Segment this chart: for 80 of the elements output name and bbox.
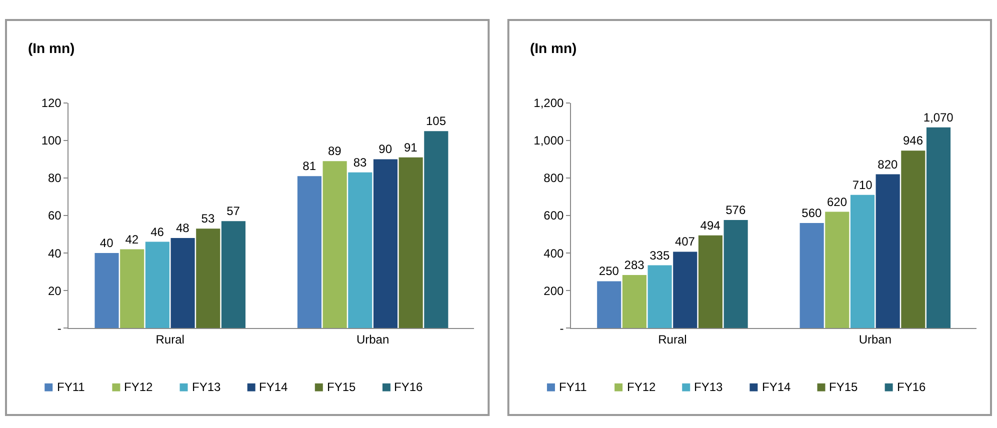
bar (373, 159, 398, 328)
legend-label: FY16 (897, 380, 926, 394)
chart-title: (In mn) (530, 40, 577, 56)
data-label: 576 (726, 203, 746, 218)
bar (221, 221, 246, 328)
legend-label: FY14 (259, 380, 288, 394)
data-label: 42 (125, 232, 139, 246)
data-label: 407 (674, 234, 696, 249)
data-label: 48 (176, 221, 190, 236)
y-tick-label: 1,000 (534, 134, 564, 148)
data-label: 57 (226, 204, 240, 218)
bar (648, 265, 672, 328)
bar (94, 253, 119, 328)
data-label: 620 (826, 194, 848, 209)
bar (424, 131, 448, 328)
data-label: 946 (902, 134, 924, 148)
legend-label: FY12 (124, 380, 154, 394)
bar (145, 242, 170, 328)
data-label: 89 (328, 144, 342, 158)
data-label: 83 (353, 155, 367, 170)
data-label: 820 (878, 157, 898, 172)
bar (398, 157, 423, 328)
legend-label: FY16 (394, 380, 424, 394)
legend-label: FY15 (829, 380, 858, 394)
y-tick-label: 20 (48, 284, 62, 298)
data-label: 40 (100, 236, 114, 250)
data-label: 283 (624, 258, 645, 272)
x-tick-label: Urban (356, 332, 390, 346)
y-tick-label: 100 (41, 134, 62, 148)
data-label: 53 (201, 212, 215, 226)
bar (322, 161, 347, 328)
y-tick-label: 120 (41, 96, 62, 110)
bar (800, 223, 824, 328)
legend-label: FY11 (559, 380, 588, 394)
bar (926, 127, 951, 328)
data-label: 90 (378, 142, 392, 156)
legend-label: FY12 (627, 380, 656, 394)
y-tick-label: 1,200 (534, 96, 564, 110)
y-tick-label: 80 (48, 171, 62, 186)
data-label: 710 (852, 178, 873, 192)
bar (120, 249, 144, 328)
y-tick-label: 400 (544, 246, 564, 260)
bar (196, 228, 220, 328)
legend-label: FY11 (57, 380, 86, 394)
data-label: 250 (598, 264, 620, 278)
x-tick-label: Rural (658, 332, 687, 346)
legend-label: FY14 (762, 380, 792, 394)
bar (597, 281, 622, 328)
data-label: 560 (802, 206, 822, 220)
y-tick-label: - (560, 321, 564, 336)
y-tick-label: 40 (48, 246, 62, 260)
bar (698, 235, 722, 328)
bar (622, 275, 646, 328)
legend-label: FY15 (327, 380, 356, 394)
bar (876, 174, 900, 328)
y-tick-label: - (57, 321, 62, 336)
y-tick-label: 600 (544, 208, 564, 223)
bar (673, 252, 698, 328)
x-tick-label: Urban (858, 332, 892, 346)
y-tick-label: 60 (48, 208, 62, 223)
bar (297, 176, 322, 328)
data-label: 81 (302, 159, 316, 174)
legend-label: FY13 (192, 380, 222, 394)
data-label: 46 (150, 224, 164, 239)
data-label: 91 (404, 140, 418, 154)
data-label: 494 (700, 218, 721, 232)
data-label: 1,070 (923, 110, 954, 124)
x-tick-label: Rural (156, 332, 184, 346)
bar (170, 238, 195, 328)
bar (825, 212, 850, 328)
bar (724, 220, 748, 328)
legend-label: FY13 (694, 380, 724, 394)
bar (348, 172, 372, 328)
chart-title: (In mn) (28, 40, 75, 56)
data-label: 105 (426, 114, 446, 128)
data-label: 335 (650, 248, 670, 262)
bar (850, 194, 875, 328)
y-tick-label: 200 (544, 284, 564, 298)
y-tick-label: 800 (544, 171, 564, 186)
bar (901, 150, 926, 328)
